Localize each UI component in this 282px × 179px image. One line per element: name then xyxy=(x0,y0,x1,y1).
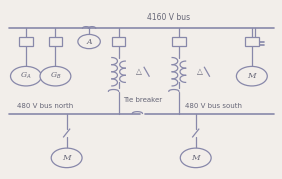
Text: G$_A$: G$_A$ xyxy=(20,71,32,81)
Text: G$_B$: G$_B$ xyxy=(50,71,61,81)
Bar xyxy=(19,37,33,46)
Circle shape xyxy=(236,66,267,86)
Text: M: M xyxy=(248,72,256,80)
Bar xyxy=(172,37,186,46)
Text: 480 V bus south: 480 V bus south xyxy=(186,103,243,109)
Text: M: M xyxy=(62,154,71,162)
Text: △: △ xyxy=(136,67,142,76)
Circle shape xyxy=(180,148,211,168)
Circle shape xyxy=(78,34,100,49)
Text: 4160 V bus: 4160 V bus xyxy=(147,13,191,22)
Circle shape xyxy=(10,66,41,86)
Text: A: A xyxy=(86,38,92,45)
Circle shape xyxy=(51,148,82,168)
Text: Tie breaker: Tie breaker xyxy=(123,97,162,103)
Bar xyxy=(49,37,62,46)
Bar xyxy=(112,37,125,46)
Text: M: M xyxy=(191,154,200,162)
Bar xyxy=(245,37,259,46)
Circle shape xyxy=(40,66,71,86)
Text: △: △ xyxy=(197,67,202,76)
Text: 480 V bus north: 480 V bus north xyxy=(17,103,74,109)
